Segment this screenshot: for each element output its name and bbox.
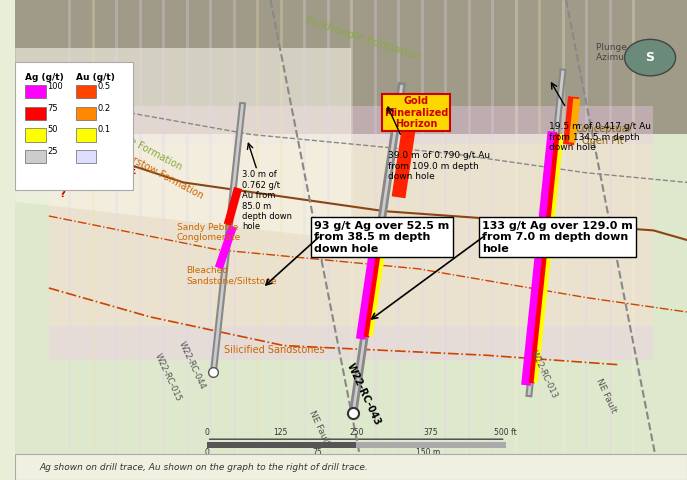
FancyBboxPatch shape <box>15 454 687 480</box>
FancyBboxPatch shape <box>76 85 96 98</box>
Bar <box>356 442 506 448</box>
FancyBboxPatch shape <box>15 62 133 190</box>
Polygon shape <box>49 106 653 360</box>
Polygon shape <box>15 134 687 480</box>
Text: Plunge +08
Azimuth 021: Plunge +08 Azimuth 021 <box>596 43 654 62</box>
Text: 375: 375 <box>423 428 438 437</box>
Circle shape <box>624 39 675 76</box>
Text: Ag shown on drill trace, Au shown on the graph to the right of drill trace.: Ag shown on drill trace, Au shown on the… <box>39 464 368 472</box>
FancyBboxPatch shape <box>25 85 45 98</box>
Text: 500 ft: 500 ft <box>494 428 517 437</box>
Text: 0.1: 0.1 <box>98 125 111 134</box>
Text: W22-RC-043: W22-RC-043 <box>344 361 382 427</box>
Text: 150 m: 150 m <box>416 447 440 456</box>
Text: 0: 0 <box>204 447 209 456</box>
Text: 93 g/t Ag over 52.5 m
from 38.5 m depth
down hole: 93 g/t Ag over 52.5 m from 38.5 m depth … <box>314 221 449 254</box>
FancyBboxPatch shape <box>25 150 45 163</box>
Text: 75: 75 <box>47 104 58 112</box>
Text: 75: 75 <box>313 447 322 456</box>
Bar <box>207 442 356 448</box>
Text: Silicified Sandstones: Silicified Sandstones <box>223 345 324 355</box>
Polygon shape <box>49 144 653 326</box>
Text: Au (g/t): Au (g/t) <box>76 73 115 82</box>
Text: S: S <box>646 51 655 64</box>
Text: 0.5: 0.5 <box>98 82 111 91</box>
Text: Pickhandle Formation: Pickhandle Formation <box>304 15 422 62</box>
Bar <box>207 456 317 461</box>
Polygon shape <box>15 0 687 134</box>
FancyBboxPatch shape <box>25 128 45 142</box>
Text: 25: 25 <box>47 147 58 156</box>
FancyBboxPatch shape <box>76 150 96 163</box>
FancyBboxPatch shape <box>76 128 96 142</box>
Text: 250: 250 <box>349 428 364 437</box>
FancyBboxPatch shape <box>25 107 45 120</box>
Text: 3.0 m of
0.762 g/t
Au from
85.0 m
depth down
hole: 3.0 m of 0.762 g/t Au from 85.0 m depth … <box>243 170 293 231</box>
Text: W22-RC-015: W22-RC-015 <box>153 352 183 403</box>
Text: 39.0 m of 0.790 g/t Au
from 109.0 m depth
down hole: 39.0 m of 0.790 g/t Au from 109.0 m dept… <box>388 151 491 181</box>
Text: Sandy Pebble
Conglomerate: Sandy Pebble Conglomerate <box>177 223 240 242</box>
Text: Ag (g/t): Ag (g/t) <box>25 73 64 82</box>
Text: 0: 0 <box>204 428 209 437</box>
Text: W22-RC-044: W22-RC-044 <box>177 340 207 391</box>
Text: 125: 125 <box>273 428 288 437</box>
Text: W22-RC-013: W22-RC-013 <box>529 349 559 400</box>
Text: NE Fault: NE Fault <box>594 377 618 415</box>
Text: Bleached
Sandstone/Siltstone: Bleached Sandstone/Siltstone <box>187 266 278 285</box>
Text: 0.2: 0.2 <box>98 104 111 112</box>
Text: Gold
Mineralized
Horizon: Gold Mineralized Horizon <box>384 96 449 129</box>
Text: Barstow Formation: Barstow Formation <box>120 149 205 201</box>
Text: Pickhandle Formation: Pickhandle Formation <box>86 114 183 172</box>
Text: 2022 Ag MRE
block model
?: 2022 Ag MRE block model ? <box>59 166 136 199</box>
FancyBboxPatch shape <box>76 107 96 120</box>
Bar <box>317 456 429 461</box>
Text: NE Fault: NE Fault <box>308 408 331 446</box>
Text: 100: 100 <box>47 82 63 91</box>
Text: 133 g/t Ag over 129.0 m
from 7.0 m depth down
hole: 133 g/t Ag over 129.0 m from 7.0 m depth… <box>482 221 633 254</box>
Text: 50: 50 <box>47 125 58 134</box>
Polygon shape <box>15 48 351 240</box>
Text: Conceptual
Open Pit: Conceptual Open Pit <box>575 124 631 146</box>
Text: 19.5 m of 0.417 g/t Au
from 134.5 m depth
down hole: 19.5 m of 0.417 g/t Au from 134.5 m dept… <box>550 122 651 152</box>
